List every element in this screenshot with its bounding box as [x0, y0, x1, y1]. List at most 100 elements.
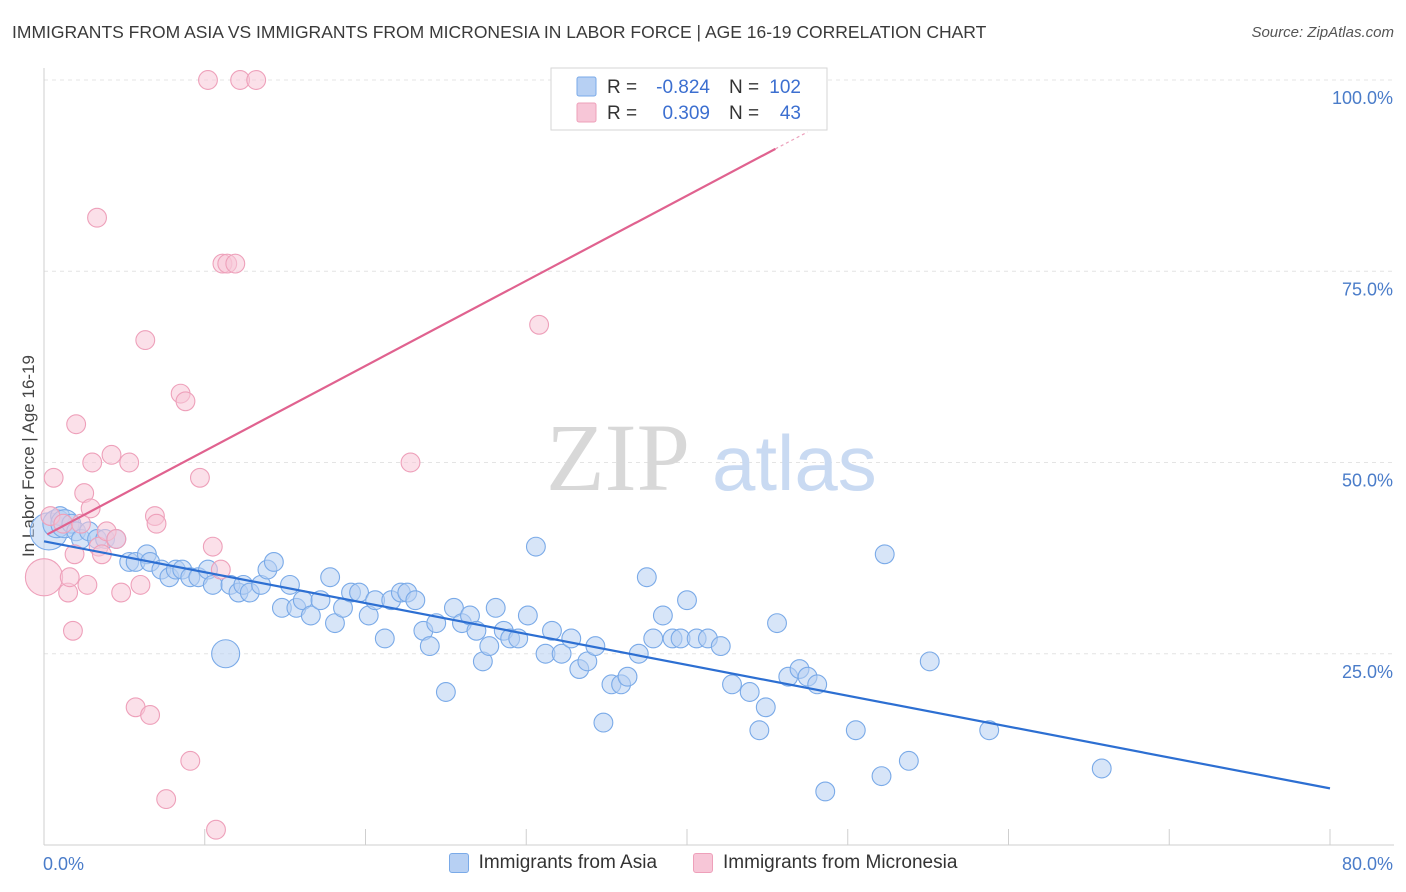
point-micronesia-8 — [66, 414, 87, 435]
point-asia-30 — [263, 551, 284, 572]
point-micronesia-24 — [135, 330, 156, 351]
stats-r-value-micronesia: 0.309 — [662, 103, 710, 124]
point-asia-59 — [485, 597, 506, 618]
point-asia-44 — [374, 628, 395, 649]
chart-source: Source: ZipAtlas.com — [1251, 24, 1394, 41]
point-micronesia-0 — [24, 558, 64, 597]
point-micronesia-43 — [529, 314, 550, 335]
point-asia-23 — [211, 639, 241, 669]
stats-r-value-asia: -0.824 — [656, 77, 710, 98]
point-micronesia-7 — [64, 544, 85, 565]
trendline-micronesia-extension — [775, 131, 808, 150]
y-tick-label-100: 100.0% — [1332, 88, 1393, 108]
legend-label-asia: Immigrants from Asia — [478, 852, 658, 873]
point-asia-75 — [617, 666, 638, 687]
point-asia-68 — [561, 628, 582, 649]
point-micronesia-34 — [202, 536, 223, 557]
stats-n-label-micronesia: N = — [729, 103, 759, 124]
point-micronesia-39 — [225, 253, 246, 274]
point-micronesia-13 — [82, 452, 103, 473]
point-asia-77 — [636, 567, 657, 588]
point-asia-58 — [479, 636, 500, 657]
watermark: ZIP atlas — [546, 404, 877, 511]
point-micronesia-41 — [246, 70, 267, 90]
point-asia-101 — [979, 720, 1000, 741]
stats-r-label-micronesia: R = — [607, 103, 637, 124]
watermark-zip: ZIP — [546, 404, 690, 511]
stats-r-label-asia: R = — [607, 77, 637, 98]
trend-lines — [43, 131, 1331, 790]
point-asia-35 — [300, 605, 321, 626]
point-asia-85 — [710, 636, 731, 657]
point-asia-63 — [517, 605, 538, 626]
point-asia-32 — [279, 574, 300, 595]
legend-label-micronesia: Immigrants from Micronesia — [723, 852, 958, 873]
y-tick-label-25: 25.0% — [1342, 662, 1393, 682]
trendline-micronesia — [46, 147, 776, 536]
point-asia-48 — [405, 590, 426, 611]
point-asia-37 — [320, 567, 341, 588]
gridlines — [44, 79, 1394, 655]
point-asia-82 — [677, 590, 697, 611]
x-ticks — [43, 829, 1331, 845]
point-asia-78 — [643, 628, 664, 649]
point-micronesia-33 — [198, 70, 218, 90]
point-asia-70 — [577, 651, 598, 672]
point-asia-99 — [898, 750, 919, 771]
stats-n-value-micronesia: 43 — [780, 103, 801, 124]
legend-swatch-asia — [448, 853, 469, 873]
point-micronesia-30 — [175, 391, 196, 412]
series-micronesia-points — [24, 70, 550, 840]
trendline-asia — [43, 540, 1331, 790]
x-tick-label-min: 0.0% — [43, 854, 84, 874]
point-asia-102 — [1091, 758, 1112, 779]
point-micronesia-19 — [106, 529, 127, 549]
point-micronesia-14 — [87, 207, 107, 228]
point-asia-89 — [755, 697, 776, 718]
point-micronesia-42 — [400, 452, 421, 473]
point-asia-96 — [845, 720, 866, 741]
point-asia-72 — [593, 712, 614, 733]
series-legend: Immigrants from Asia Immigrants from Mic… — [0, 852, 1406, 874]
point-asia-97 — [871, 766, 892, 787]
stats-swatch-asia — [576, 76, 597, 97]
stats-n-label-asia: N = — [729, 77, 759, 98]
point-micronesia-27 — [146, 513, 167, 534]
stats-legend: R = -0.824 N = 102 R = 0.309 N = 43 — [550, 67, 828, 131]
y-axis-label: In Labor Force | Age 16-19 — [19, 355, 38, 557]
point-asia-64 — [525, 536, 546, 557]
stats-n-value-asia: 102 — [769, 77, 801, 98]
point-asia-79 — [652, 605, 673, 626]
point-micronesia-5 — [59, 567, 80, 588]
point-asia-95 — [815, 781, 836, 802]
point-micronesia-11 — [77, 574, 98, 595]
point-micronesia-25 — [140, 704, 161, 725]
point-micronesia-35 — [206, 819, 226, 840]
legend-swatch-micronesia — [693, 853, 714, 873]
point-asia-88 — [749, 720, 770, 741]
point-micronesia-6 — [62, 620, 83, 641]
point-micronesia-18 — [101, 444, 122, 465]
point-asia-67 — [551, 643, 572, 664]
point-asia-86 — [722, 674, 742, 695]
point-micronesia-23 — [130, 574, 151, 595]
point-asia-50 — [419, 636, 440, 657]
point-micronesia-21 — [119, 452, 140, 473]
chart-title: IMMIGRANTS FROM ASIA VS IMMIGRANTS FROM … — [12, 22, 987, 42]
legend-item-micronesia[interactable]: Immigrants from Micronesia — [693, 852, 957, 874]
point-asia-98 — [874, 544, 895, 565]
stats-legend-box — [550, 67, 828, 131]
point-asia-38 — [325, 613, 345, 634]
point-asia-100 — [919, 651, 940, 672]
point-asia-87 — [739, 682, 760, 702]
point-micronesia-20 — [111, 582, 132, 603]
point-asia-90 — [767, 613, 787, 634]
legend-item-asia[interactable]: Immigrants from Asia — [448, 852, 658, 874]
x-tick-label-max: 80.0% — [1342, 854, 1393, 874]
y-tick-label-50: 50.0% — [1342, 471, 1393, 491]
point-asia-53 — [443, 597, 464, 618]
y-tick-label-75: 75.0% — [1342, 279, 1393, 299]
point-asia-66 — [542, 620, 562, 641]
point-micronesia-31 — [180, 750, 201, 771]
